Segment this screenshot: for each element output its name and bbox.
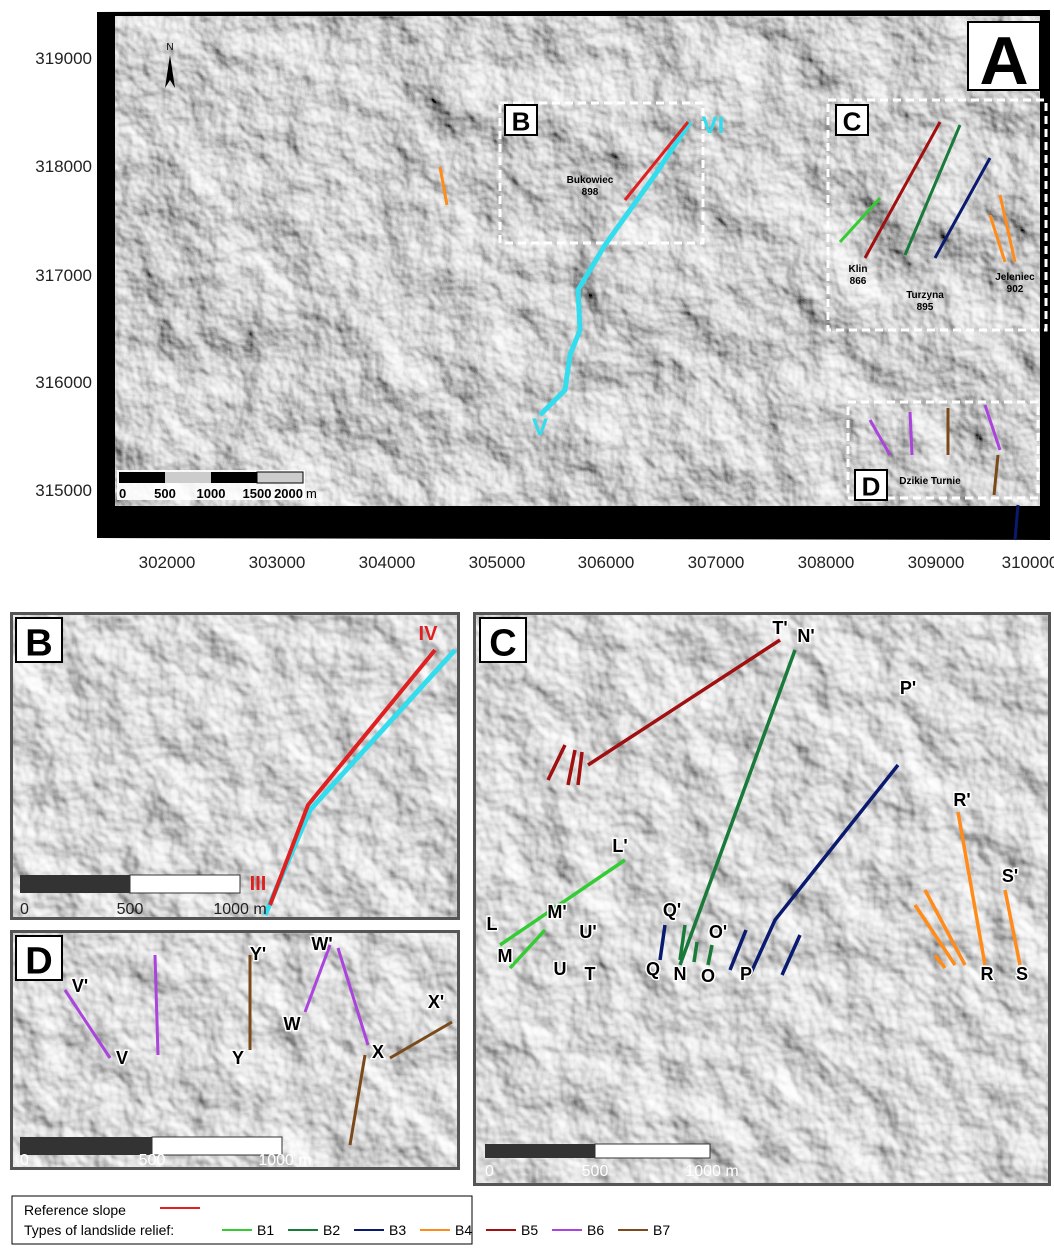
- scale-label: 500: [582, 1163, 609, 1180]
- x-tick-label: 306000: [578, 553, 635, 572]
- profile-label: T': [772, 618, 787, 638]
- x-tick-label: 309000: [908, 553, 965, 572]
- scale-label: 0: [119, 486, 126, 501]
- scale-bar: [595, 1144, 710, 1158]
- scale-label: 1000: [197, 486, 226, 501]
- legend-label: Types of landslide relief:: [24, 1222, 174, 1238]
- profile-label: V: [532, 414, 548, 441]
- profile-label: U': [579, 922, 596, 942]
- scale-bar: [130, 875, 240, 893]
- y-tick-label: 315000: [35, 481, 92, 500]
- legend-label: B3: [389, 1222, 406, 1238]
- x-tick-label: 308000: [798, 553, 855, 572]
- profile-label: M: [498, 946, 513, 966]
- legend-label: B2: [323, 1222, 340, 1238]
- scale-label: 1000 m: [685, 1163, 738, 1180]
- hillshade-a: [115, 16, 1040, 506]
- panel-label: A: [979, 23, 1028, 99]
- y-tick-label: 317000: [35, 266, 92, 285]
- profile-label: VI: [702, 112, 725, 139]
- profile-label: N': [797, 626, 814, 646]
- profile-label: M': [547, 902, 566, 922]
- panel-label: D: [25, 940, 52, 982]
- figure: A N 319000 318000 317000 316000 315000 302000 30…: [0, 0, 1054, 1249]
- scale-bar: [20, 1137, 152, 1155]
- profile-label: X: [372, 1042, 384, 1062]
- scale-label: 500: [139, 1152, 166, 1169]
- profile-label: O': [709, 922, 727, 942]
- north-label: N: [166, 42, 173, 53]
- y-tick-label: 318000: [35, 157, 92, 176]
- profile-label: Y': [250, 944, 266, 964]
- profile-label: X': [428, 992, 444, 1012]
- x-tick-label: 305000: [469, 553, 526, 572]
- scale-unit: m: [306, 486, 317, 501]
- place-name: Jeleniec: [995, 272, 1035, 283]
- profile-label: R: [981, 964, 994, 984]
- legend-label: B6: [587, 1222, 604, 1238]
- place-height: 902: [1007, 284, 1024, 295]
- scale-label: 1500: [243, 486, 272, 501]
- profile-label: S': [1002, 866, 1018, 886]
- scale-bar: [20, 875, 130, 893]
- profile-label: R': [953, 790, 970, 810]
- scale-label: 0: [20, 1152, 29, 1169]
- panel-label: B: [25, 622, 52, 664]
- place-name: Turzyna: [906, 290, 944, 301]
- place-height: 898: [582, 187, 599, 198]
- x-tick-label: 302000: [139, 553, 196, 572]
- profile-label: Q': [663, 900, 681, 920]
- profile-label: W: [284, 1014, 301, 1034]
- y-tick-label: 316000: [35, 373, 92, 392]
- profile-label: V: [116, 1048, 128, 1068]
- profile-label: V': [72, 976, 88, 996]
- profile-label: Y: [232, 1048, 244, 1068]
- place-name: Klin: [849, 264, 868, 275]
- scale-label: 1000 m: [213, 901, 266, 918]
- y-tick-label: 319000: [35, 49, 92, 68]
- panel-label: D: [862, 472, 881, 502]
- panel-label: B: [512, 107, 531, 137]
- profile-label: W': [311, 934, 332, 954]
- legend-label: B5: [521, 1222, 538, 1238]
- profile-label: III: [250, 873, 267, 895]
- legend-label: Reference slope: [24, 1202, 126, 1218]
- profile-label: N: [674, 964, 687, 984]
- scale-label: 2000: [274, 486, 303, 501]
- profile-label: S: [1016, 964, 1028, 984]
- scale-label: 500: [117, 901, 144, 918]
- legend-label: B1: [257, 1222, 274, 1238]
- legend-label: B7: [653, 1222, 670, 1238]
- scale-label: 0: [20, 901, 29, 918]
- scale-bar: [485, 1144, 595, 1158]
- panel-label: C: [843, 107, 862, 137]
- scale-label: 500: [154, 486, 176, 501]
- profile-label: U: [554, 959, 567, 979]
- profile-label: P': [900, 678, 916, 698]
- profile-label: IV: [419, 623, 439, 645]
- profile-label: O: [701, 966, 715, 986]
- panel-label: C: [489, 622, 516, 664]
- x-tick-label: 307000: [688, 553, 745, 572]
- place-name: Dzikie Turnie: [899, 476, 961, 487]
- x-tick-label: 304000: [359, 553, 416, 572]
- profile-label: L: [487, 914, 498, 934]
- profile-label: Q: [646, 959, 660, 979]
- place-height: 866: [850, 276, 867, 287]
- scale-label: 1000 m: [258, 1152, 311, 1169]
- place-height: 895: [917, 302, 934, 313]
- x-tick-label: 310000: [1002, 553, 1054, 572]
- place-name: Bukowiec: [567, 175, 614, 186]
- scale-label: 0: [485, 1163, 494, 1180]
- profile-label: T: [585, 964, 596, 984]
- hillshade-c: [476, 615, 1048, 1183]
- x-tick-label: 303000: [249, 553, 306, 572]
- profile-label: P: [740, 964, 752, 984]
- legend-label: B4: [455, 1222, 472, 1238]
- profile-label: L': [612, 836, 627, 856]
- hillshade-b: [13, 615, 457, 917]
